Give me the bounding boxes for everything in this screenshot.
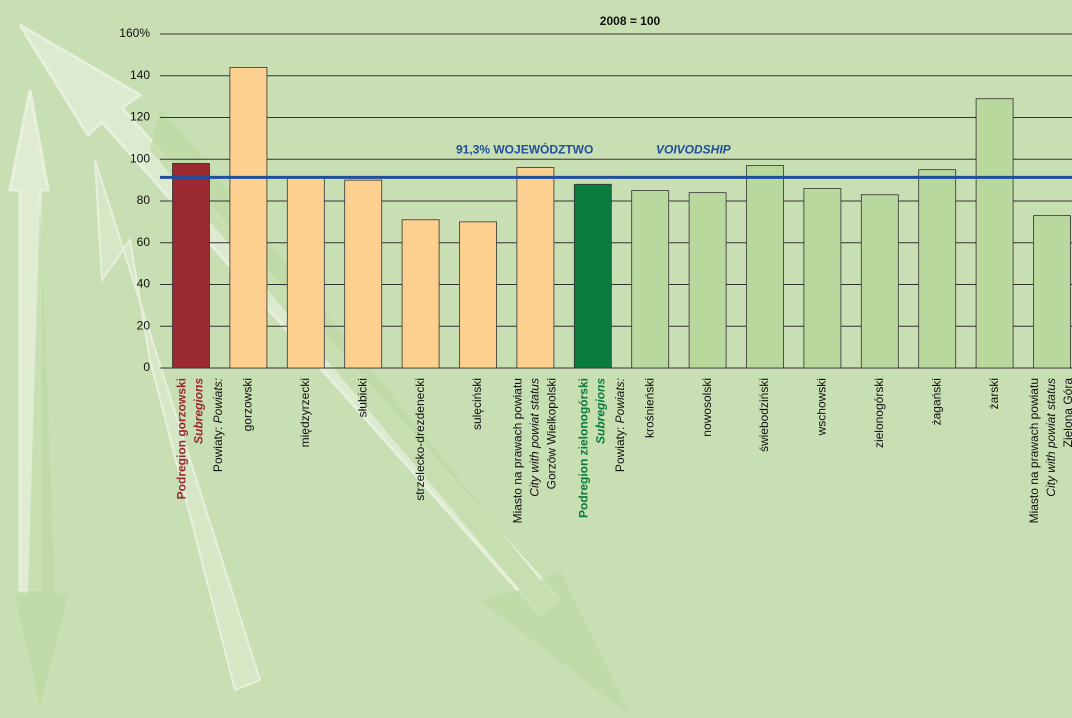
y-tick-label: 0 <box>143 360 150 374</box>
x-tick-label: krośnieński <box>642 378 656 438</box>
x-tick-label: zielonogórski <box>872 378 886 448</box>
bar <box>975 98 1014 369</box>
bar <box>746 165 784 369</box>
x-tick-label: świebodziński <box>757 378 771 452</box>
x-tick-label: City with powiat status <box>528 378 542 497</box>
x-tick-label: strzelecko-drezdenecki <box>413 378 427 501</box>
x-tick-label: Subregions <box>192 378 206 444</box>
x-tick-label: Miasto na prawach powiatu <box>511 378 525 523</box>
x-tick-label: City with powiat status <box>1044 378 1058 497</box>
x-tick-label: Podregion zielonogórski <box>576 378 590 518</box>
chart-title: 2008 = 100 <box>600 14 661 28</box>
bar <box>516 167 555 369</box>
bar <box>401 219 440 369</box>
x-tick-label: Subregions <box>593 378 607 444</box>
y-tick-label: 100 <box>130 151 150 165</box>
x-tick-label: Gorzów Wielkopolski <box>545 378 559 489</box>
powiats-pl: Powiaty: <box>613 427 627 472</box>
powiats-en: Powiats: <box>613 378 627 423</box>
x-tick-label: słubicki <box>355 378 369 417</box>
bar <box>573 183 612 369</box>
y-tick-label: 120 <box>130 110 150 124</box>
bar <box>344 179 383 369</box>
x-tick-label: żagański <box>929 378 943 425</box>
x-tick-label: nowosolski <box>700 378 714 437</box>
x-tick-label: Miasto na prawach powiatu <box>1027 378 1041 523</box>
y-tick-label: 140 <box>130 68 150 82</box>
bar <box>688 192 727 369</box>
bar <box>1033 215 1071 369</box>
x-tick-label: sulęciński <box>470 378 484 430</box>
powiats-en: Powiats: <box>211 378 225 423</box>
bar <box>860 194 899 369</box>
x-tick-label: gorzowski <box>241 378 255 431</box>
powiats-pl: Powiaty: <box>211 427 225 472</box>
y-tick-label: 80 <box>137 193 151 207</box>
y-tick-label: 60 <box>137 235 151 249</box>
x-tick-label: żarski <box>987 378 1001 409</box>
decor-arrows <box>8 23 630 715</box>
bar <box>803 188 842 369</box>
y-tick-label: 40 <box>137 277 151 291</box>
reference-label: 91,3% WOJEWÓDZTWO <box>456 142 593 157</box>
bar <box>631 190 670 369</box>
x-tick-label: wschowski <box>815 378 829 436</box>
reference-label-en: VOIVODSHIP <box>656 143 732 157</box>
bar <box>918 169 957 369</box>
powiats-label: Powiaty: Powiats: <box>211 378 225 472</box>
bar <box>229 67 268 369</box>
bar <box>286 177 325 369</box>
x-tick-label: Zielona Góra <box>1061 378 1072 448</box>
x-tick-label: Podregion gorzowski <box>175 378 189 499</box>
bar <box>459 221 497 369</box>
powiats-label: Powiaty: Powiats: <box>613 378 627 472</box>
y-tick-label: 20 <box>137 318 151 332</box>
x-tick-label: międzyrzecki <box>298 378 312 447</box>
y-tick-label: 160% <box>119 26 150 40</box>
bar <box>172 163 210 369</box>
